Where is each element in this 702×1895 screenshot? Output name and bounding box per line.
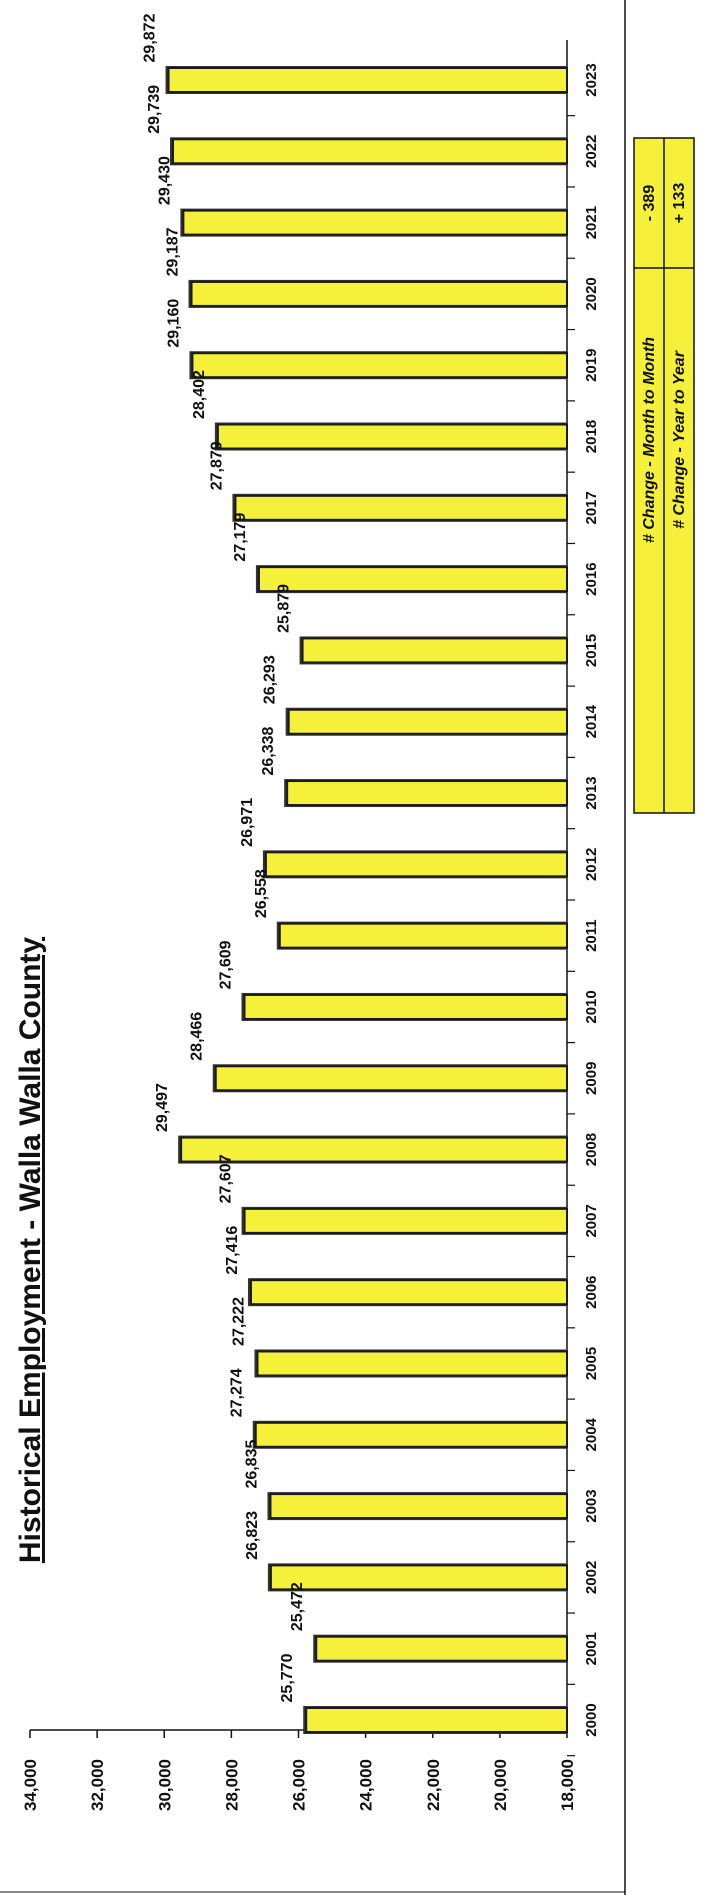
bar	[243, 993, 569, 1020]
data-label: 26,293	[262, 655, 279, 704]
bar	[216, 423, 568, 450]
data-label: 29,739	[146, 85, 163, 134]
x-tick-label: 2015	[583, 634, 600, 667]
bar	[278, 922, 568, 949]
bar	[243, 1207, 568, 1234]
x-tick-label: 2018	[583, 420, 600, 453]
data-label: 29,872	[142, 13, 159, 62]
data-label: 27,879	[208, 441, 225, 490]
bar	[264, 851, 568, 878]
data-label: 27,416	[224, 1226, 241, 1275]
data-label: 26,558	[253, 869, 270, 918]
y-tick-label: 18,000	[558, 1759, 577, 1811]
x-tick-label: 2011	[583, 919, 600, 952]
x-tick-label: 2006	[583, 1275, 600, 1308]
data-label: 29,187	[165, 227, 182, 276]
y-tick-label: 20,000	[491, 1759, 510, 1811]
x-tick-label: 2008	[583, 1133, 600, 1166]
data-label: 28,466	[189, 1012, 206, 1061]
summary-row1-label: # Change - Month to Month	[641, 337, 658, 543]
y-tick-label: 22,000	[424, 1759, 443, 1811]
bar	[305, 1707, 568, 1733]
x-tick-label: 2001	[583, 1632, 600, 1665]
x-tick-label: 2012	[583, 848, 600, 881]
x-tick-label: 2009	[583, 1062, 600, 1095]
data-label: 27,222	[230, 1297, 247, 1346]
x-ticks: 2000 2001 2002 2003 2004 2005 2006 2007 2008 2009…	[567, 63, 600, 1757]
bar	[257, 566, 568, 593]
bar	[234, 494, 568, 521]
data-label: 27,609	[217, 940, 234, 989]
x-tick-label: 2014	[583, 704, 600, 738]
summary-row1-value: - 389	[641, 185, 658, 222]
x-tick-label: 2013	[583, 776, 600, 809]
x-tick-label: 2019	[583, 349, 600, 382]
data-label: 25,472	[289, 1582, 306, 1631]
y-tick-label: 24,000	[357, 1759, 376, 1811]
bar	[269, 1564, 568, 1591]
x-tick-label: 2005	[583, 1347, 600, 1380]
x-tick-label: 2022	[583, 135, 600, 168]
y-tick-label: 26,000	[290, 1759, 309, 1811]
x-tick-label: 2000	[583, 1703, 600, 1736]
bar	[172, 138, 568, 165]
x-tick-label: 2017	[583, 491, 600, 524]
bar	[269, 1493, 568, 1520]
data-label: 25,770	[279, 1653, 296, 1702]
bar	[256, 1350, 568, 1377]
data-label: 29,430	[156, 156, 173, 205]
data-label: 26,835	[243, 1440, 260, 1489]
x-tick-label: 2023	[583, 63, 600, 96]
bar	[190, 280, 568, 307]
bar	[254, 1421, 569, 1448]
data-labels: 25,770 25,472 26,823 26,835 27,274 27,222 27,4…	[142, 13, 307, 1702]
data-label: 27,274	[229, 1368, 246, 1417]
x-tick-label: 2010	[583, 990, 600, 1023]
data-label: 25,879	[276, 584, 293, 633]
y-tick-label: 32,000	[88, 1759, 107, 1811]
y-tick-label: 34,000	[21, 1759, 40, 1811]
bar	[315, 1635, 569, 1662]
x-tick-label: 2021	[583, 206, 600, 239]
bar	[182, 209, 569, 236]
bar	[249, 1279, 568, 1306]
data-label: 29,160	[165, 299, 182, 348]
bar	[301, 637, 568, 664]
summary-row2-label: # Change - Year to Year	[671, 350, 688, 529]
x-tick-label: 2016	[583, 562, 600, 595]
bar	[287, 708, 568, 735]
data-label: 27,607	[218, 1154, 235, 1203]
summary-box: - 389 # Change - Month to Month + 133 # …	[633, 137, 695, 814]
data-label: 26,971	[239, 798, 256, 847]
data-label: 29,497	[154, 1083, 171, 1132]
y-ticks: 18,000 20,000 22,000 24,000 26,000 28,000 30,0…	[21, 1730, 577, 1811]
bar	[214, 1065, 569, 1092]
bar	[180, 1136, 569, 1163]
bar	[191, 352, 568, 379]
bars	[165, 66, 569, 1734]
data-label: 26,338	[260, 726, 277, 775]
bar	[167, 67, 569, 93]
x-tick-label: 2003	[583, 1489, 600, 1522]
chart-title: Historical Employment - Walla Walla Coun…	[14, 937, 47, 1564]
data-label: 27,179	[232, 513, 249, 562]
data-label: 26,823	[244, 1511, 261, 1560]
bar	[286, 780, 568, 807]
x-tick-label: 2007	[583, 1204, 600, 1237]
x-tick-label: 2002	[583, 1561, 600, 1594]
summary-row2-value: + 133	[671, 183, 688, 224]
y-tick-label: 28,000	[222, 1759, 241, 1811]
x-tick-label: 2020	[583, 277, 600, 310]
y-tick-label: 30,000	[155, 1759, 174, 1811]
x-tick-label: 2004	[583, 1417, 600, 1451]
data-label: 28,402	[191, 370, 208, 419]
